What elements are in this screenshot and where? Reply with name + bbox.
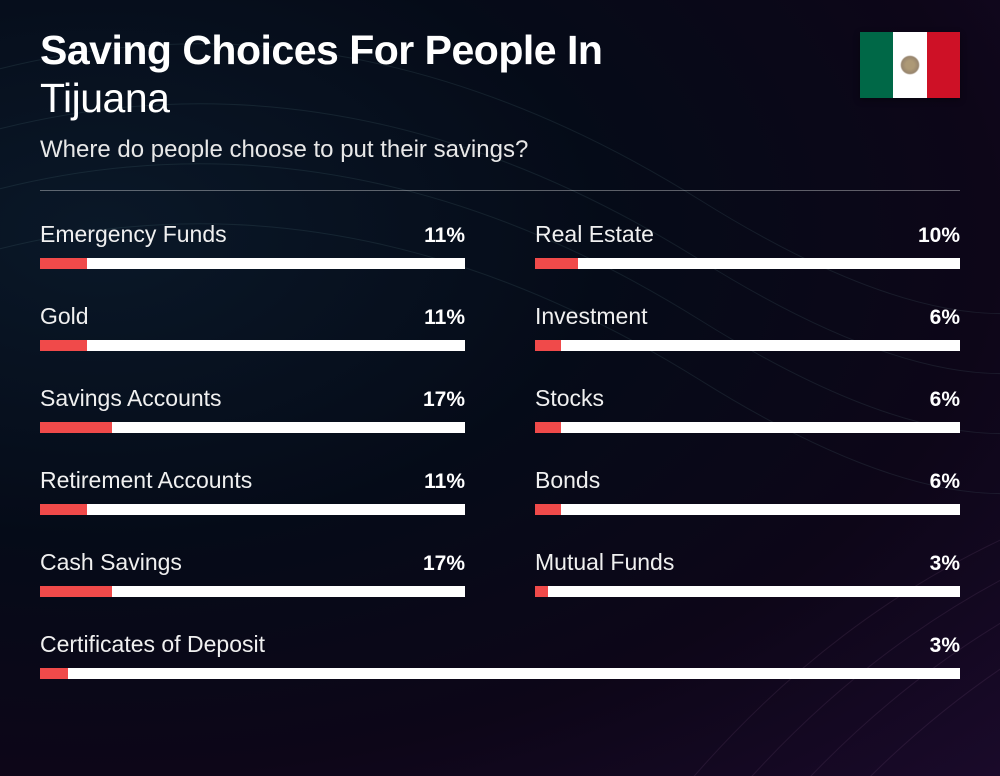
- title-line-1: Saving Choices For People In: [40, 28, 960, 73]
- bar-item: Investment 6%: [535, 303, 960, 351]
- bar-value: 6%: [930, 306, 960, 330]
- bar-item: Retirement Accounts 11%: [40, 467, 465, 515]
- bar-item-row: Mutual Funds 3%: [535, 549, 960, 576]
- bar-value: 3%: [930, 552, 960, 576]
- bar-value: 11%: [424, 224, 465, 248]
- bar-label: Cash Savings: [40, 549, 182, 576]
- bar-item: Real Estate 10%: [535, 221, 960, 269]
- bar-track: [535, 258, 960, 269]
- bar-item-row: Certificates of Deposit 3%: [40, 631, 960, 658]
- bar-item-row: Emergency Funds 11%: [40, 221, 465, 248]
- title-line-2: Tijuana: [40, 75, 960, 122]
- flag-stripe-red: [927, 32, 960, 98]
- bar-label: Mutual Funds: [535, 549, 674, 576]
- bar-item-row: Gold 11%: [40, 303, 465, 330]
- bar-fill: [40, 258, 87, 269]
- bar-fill: [535, 340, 561, 351]
- bar-item-row: Stocks 6%: [535, 385, 960, 412]
- bar-label: Emergency Funds: [40, 221, 227, 248]
- bar-track: [40, 504, 465, 515]
- bar-fill: [40, 668, 68, 679]
- bar-fill: [535, 422, 561, 433]
- bar-value: 11%: [424, 470, 465, 494]
- bar-fill: [40, 586, 112, 597]
- bar-track: [40, 586, 465, 597]
- bar-fill: [40, 422, 112, 433]
- bar-label: Bonds: [535, 467, 600, 494]
- flag-stripe-white: [893, 32, 926, 98]
- bar-track: [40, 340, 465, 351]
- bar-track: [535, 504, 960, 515]
- bar-label: Investment: [535, 303, 648, 330]
- bar-item: Savings Accounts 17%: [40, 385, 465, 433]
- bar-track: [535, 422, 960, 433]
- bar-fill: [40, 340, 87, 351]
- bar-item: Emergency Funds 11%: [40, 221, 465, 269]
- bar-item-row: Cash Savings 17%: [40, 549, 465, 576]
- bar-value: 6%: [930, 470, 960, 494]
- bar-fill: [535, 586, 548, 597]
- flag-stripe-green: [860, 32, 893, 98]
- bar-item: Gold 11%: [40, 303, 465, 351]
- bar-item-row: Retirement Accounts 11%: [40, 467, 465, 494]
- bar-item-row: Real Estate 10%: [535, 221, 960, 248]
- bar-label: Gold: [40, 303, 89, 330]
- bar-track: [40, 668, 960, 679]
- bar-track: [40, 258, 465, 269]
- infographic-content: Saving Choices For People In Tijuana Whe…: [0, 0, 1000, 719]
- subtitle: Where do people choose to put their savi…: [40, 136, 960, 164]
- bar-label: Stocks: [535, 385, 604, 412]
- bar-fill: [40, 504, 87, 515]
- bar-label: Certificates of Deposit: [40, 631, 265, 658]
- bar-item: Stocks 6%: [535, 385, 960, 433]
- bar-value: 3%: [930, 634, 960, 658]
- bar-value: 17%: [423, 388, 465, 412]
- header: Saving Choices For People In Tijuana Whe…: [40, 28, 960, 164]
- bar-fill: [535, 504, 561, 515]
- bar-track: [40, 422, 465, 433]
- bar-item: Bonds 6%: [535, 467, 960, 515]
- flag-emblem-icon: [900, 55, 920, 75]
- bar-value: 10%: [918, 224, 960, 248]
- bar-value: 11%: [424, 306, 465, 330]
- bars-grid: Emergency Funds 11% Real Estate 10% Gold 11% I…: [40, 221, 960, 679]
- bar-value: 17%: [423, 552, 465, 576]
- bar-item: Certificates of Deposit 3%: [40, 631, 960, 679]
- bar-item: Cash Savings 17%: [40, 549, 465, 597]
- bar-track: [535, 340, 960, 351]
- bar-item-row: Bonds 6%: [535, 467, 960, 494]
- bar-label: Retirement Accounts: [40, 467, 252, 494]
- mexico-flag-icon: [860, 32, 960, 98]
- bar-label: Savings Accounts: [40, 385, 222, 412]
- bar-item-row: Savings Accounts 17%: [40, 385, 465, 412]
- header-divider: [40, 190, 960, 191]
- bar-track: [535, 586, 960, 597]
- bar-fill: [535, 258, 578, 269]
- bar-value: 6%: [930, 388, 960, 412]
- bar-item-row: Investment 6%: [535, 303, 960, 330]
- bar-item: Mutual Funds 3%: [535, 549, 960, 597]
- bar-label: Real Estate: [535, 221, 654, 248]
